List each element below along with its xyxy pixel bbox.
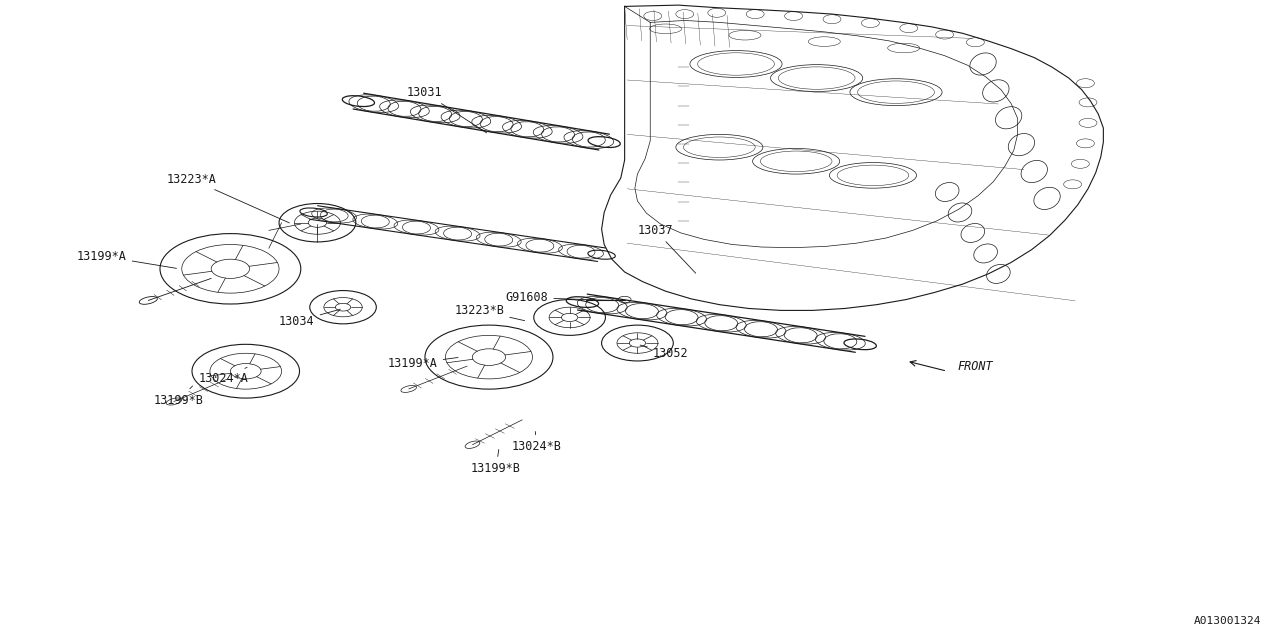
Text: 13031: 13031 <box>407 86 486 133</box>
Text: 13199*A: 13199*A <box>388 357 458 370</box>
Text: 13223*A: 13223*A <box>166 173 289 223</box>
Text: 13199*A: 13199*A <box>77 250 177 268</box>
Text: 13024*B: 13024*B <box>512 431 562 453</box>
Text: G91608: G91608 <box>506 291 622 304</box>
Text: 13223*B: 13223*B <box>454 304 525 321</box>
Text: 13199*B: 13199*B <box>471 449 521 475</box>
Text: 13024*A: 13024*A <box>198 367 248 385</box>
Text: 13199*B: 13199*B <box>154 386 204 406</box>
Text: 13034: 13034 <box>279 309 340 328</box>
Text: 13037: 13037 <box>637 224 696 273</box>
Text: 13052: 13052 <box>640 345 689 360</box>
Text: FRONT: FRONT <box>957 360 993 372</box>
Text: A013001324: A013001324 <box>1193 616 1261 626</box>
